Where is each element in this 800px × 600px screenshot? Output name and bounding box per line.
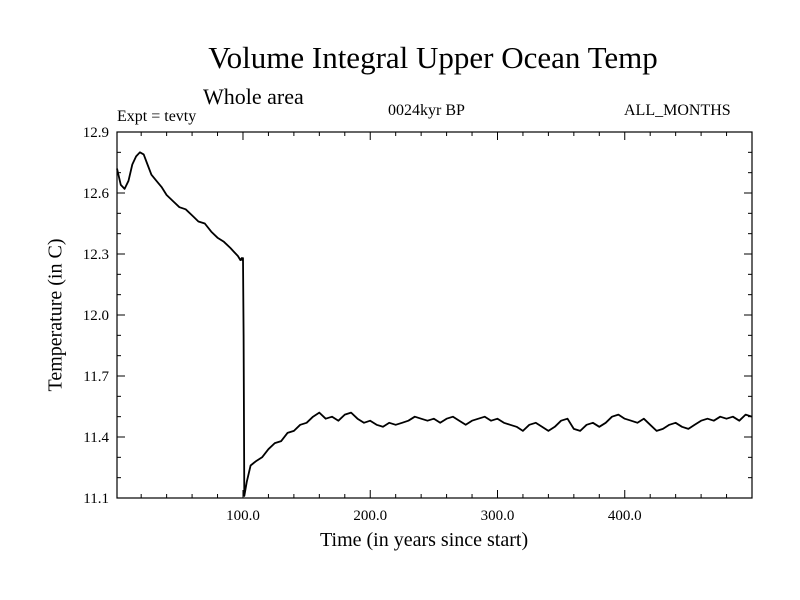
y-tick-label: 11.1 bbox=[83, 491, 109, 507]
temperature-series-line bbox=[116, 151, 753, 497]
y-tick-label: 12.9 bbox=[83, 125, 109, 141]
y-tick-label: 12.0 bbox=[83, 308, 109, 324]
chart-subtitle: Whole area bbox=[203, 84, 304, 109]
x-tick-label: 400.0 bbox=[608, 508, 642, 524]
x-tick-label: 200.0 bbox=[353, 508, 387, 524]
x-tick-label: 100.0 bbox=[226, 508, 260, 524]
chart-title: Volume Integral Upper Ocean Temp bbox=[208, 40, 658, 75]
x-tick-label: 300.0 bbox=[481, 508, 515, 524]
experiment-label: Expt = tevty bbox=[117, 108, 197, 125]
x-axis-label: Time (in years since start) bbox=[320, 529, 529, 551]
y-tick-label: 11.4 bbox=[83, 430, 109, 446]
plot-area: 11.1 11.4 11.7 12.0 12.3 12.6 12.9 100.0 200.0 30… bbox=[83, 125, 753, 524]
plot-frame bbox=[116, 131, 753, 499]
period-label: 0024kyr BP bbox=[388, 102, 465, 119]
y-tick-label: 11.7 bbox=[83, 369, 109, 385]
y-tick-label: 12.3 bbox=[83, 247, 109, 263]
months-label: ALL_MONTHS bbox=[624, 102, 731, 119]
y-tick-label: 12.6 bbox=[83, 186, 110, 202]
